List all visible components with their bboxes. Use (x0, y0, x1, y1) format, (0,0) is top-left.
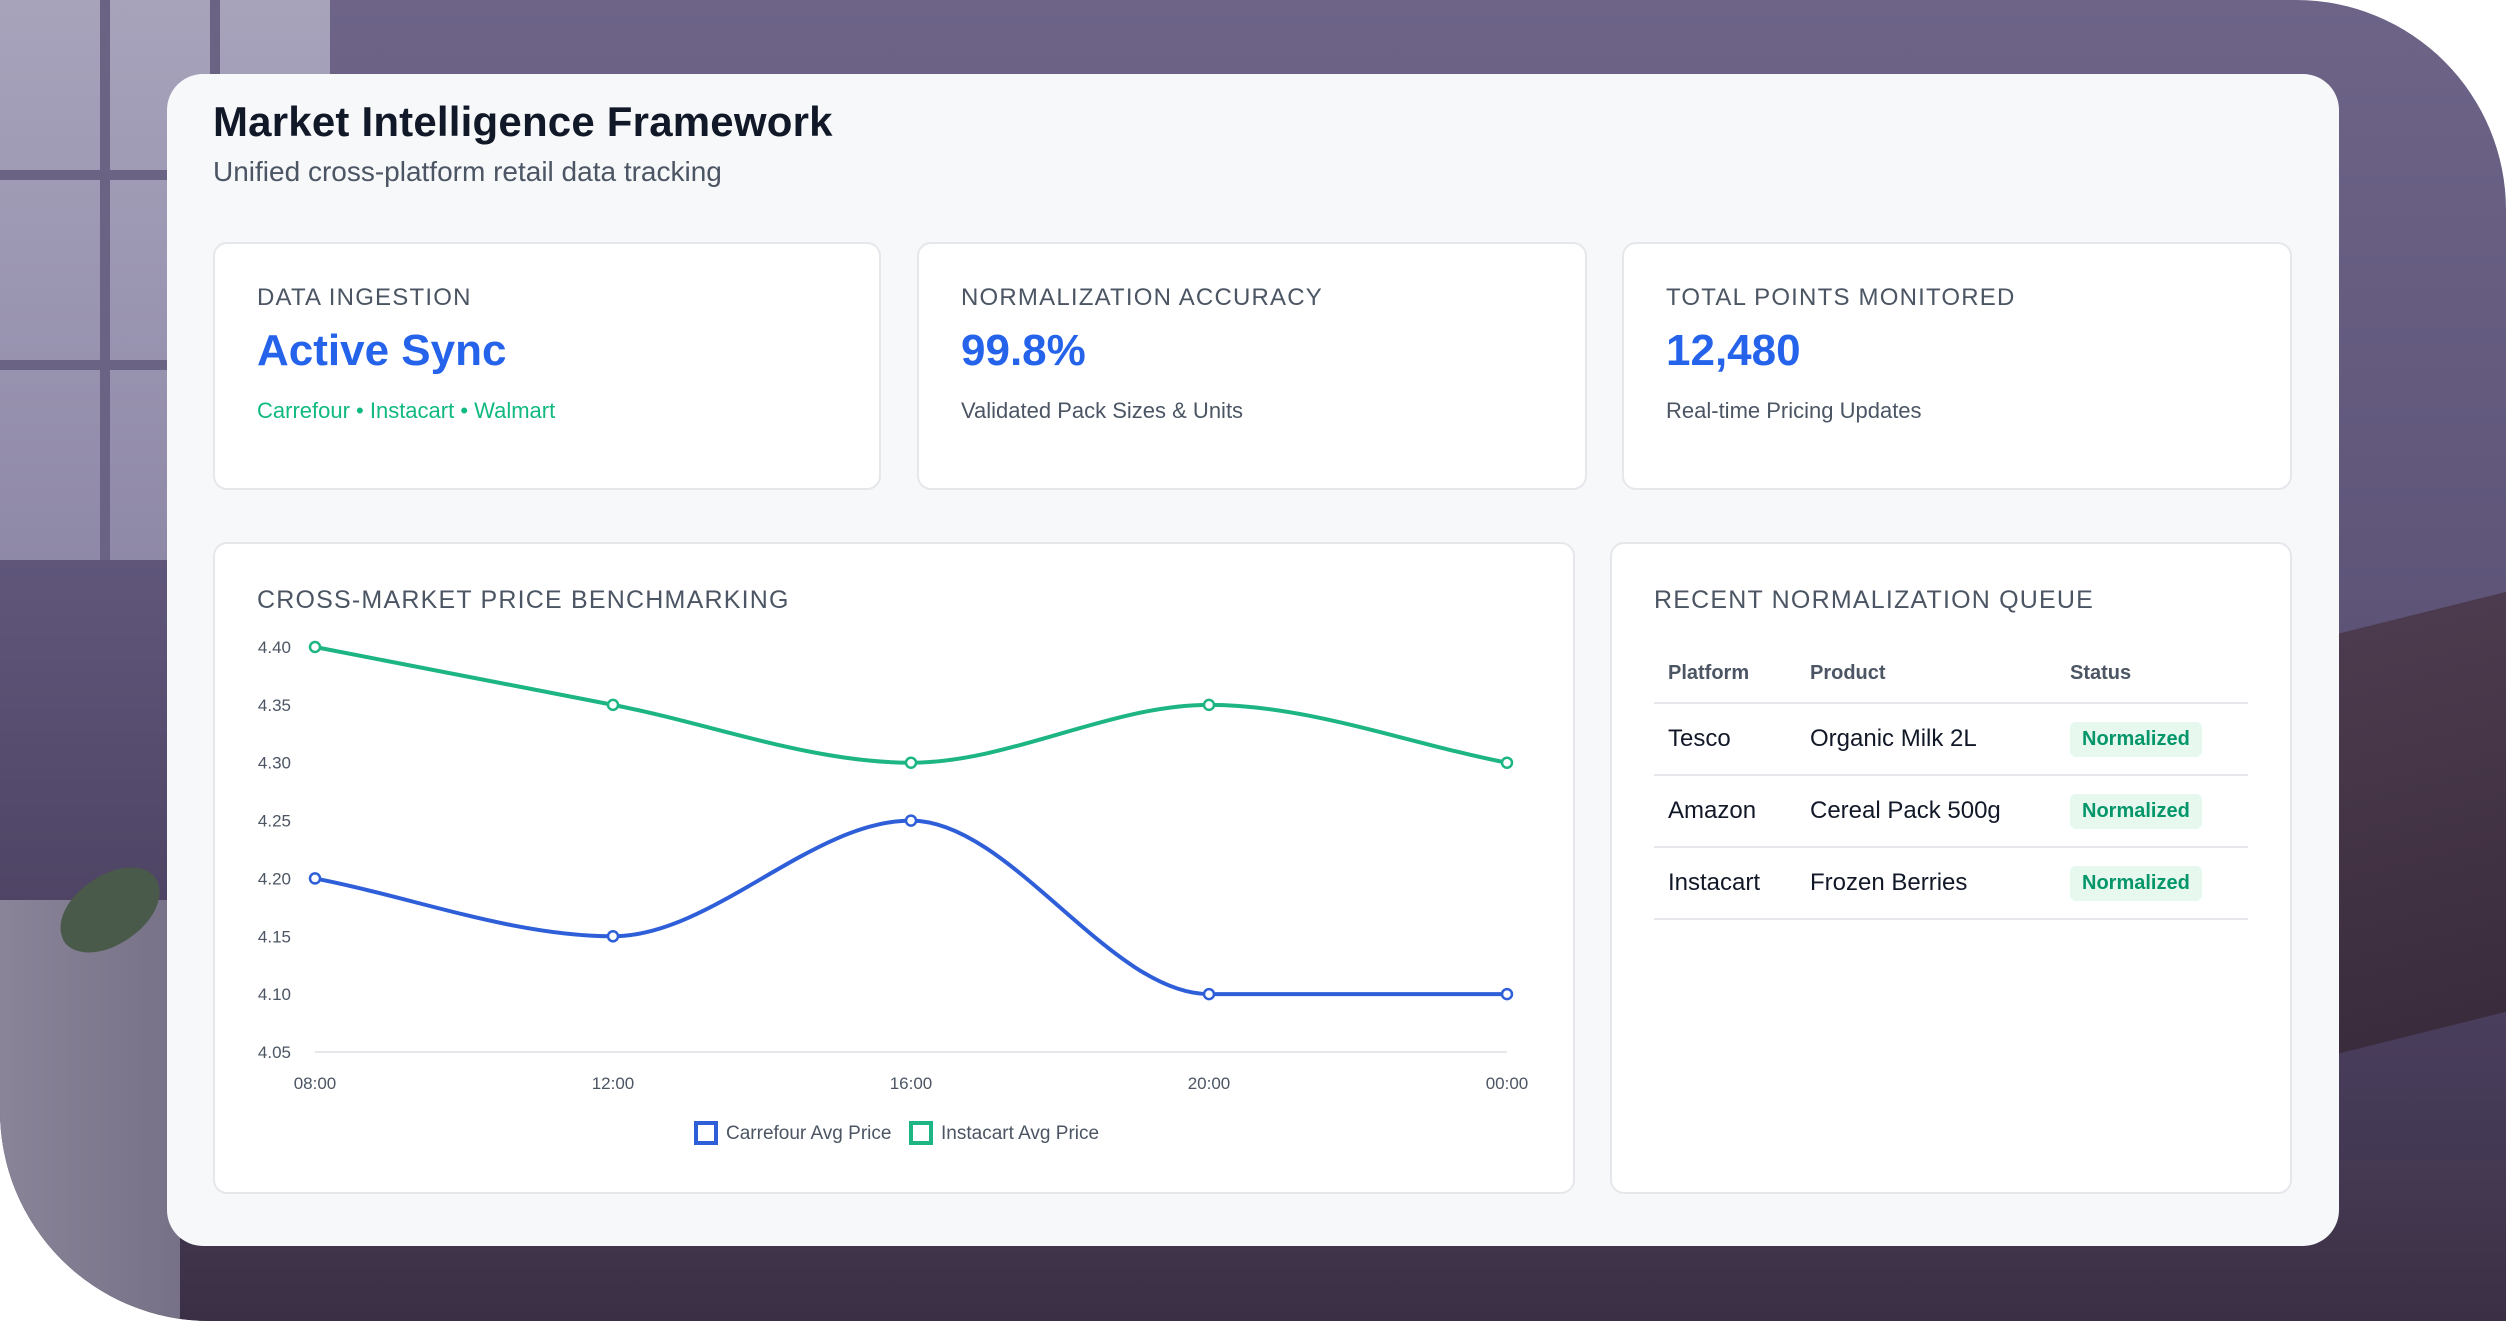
data-point (1202, 987, 1216, 1001)
y-tick-label: 4.30 (258, 754, 291, 773)
chart-title: CROSS-MARKET PRICE BENCHMARKING (257, 586, 790, 614)
stat-value: 99.8% (961, 326, 1086, 375)
legend-swatch (694, 1121, 718, 1145)
x-tick-label: 16:00 (890, 1074, 933, 1093)
series-line-1 (314, 645, 1508, 765)
x-tick-label: 12:00 (592, 1074, 635, 1093)
dashboard-panel: Market Intelligence Framework Unified cr… (167, 74, 2339, 1246)
y-tick-label: 4.05 (258, 1043, 291, 1062)
background-table (0, 900, 180, 1321)
legend-label: Instacart Avg Price (941, 1123, 1099, 1144)
data-point (1500, 987, 1514, 1001)
x-tick-label: 20:00 (1188, 1074, 1231, 1093)
chart-card: CROSS-MARKET PRICE BENCHMARKING 4.05 4.10… (213, 542, 1575, 1194)
stat-value: Active Sync (257, 326, 507, 375)
status-cell: Normalized (2056, 775, 2248, 848)
data-point (1202, 698, 1216, 712)
status-badge: Normalized (2070, 721, 2202, 757)
data-point (904, 814, 918, 827)
y-tick-label: 4.10 (258, 985, 291, 1004)
price-chart: 4.05 4.10 4.15 4.20 4.25 4.30 4.35 4.40 08:00 12:… (258, 638, 1529, 1145)
y-tick-label: 4.35 (258, 696, 291, 715)
page-subtitle: Unified cross-platform retail data track… (213, 156, 722, 187)
table-row[interactable]: Amazon Cereal Pack 500g Normalized (1654, 775, 2248, 848)
stat-label: DATA INGESTION (257, 284, 472, 311)
stat-sub: Validated Pack Sizes & Units (961, 398, 1244, 423)
stat-label: TOTAL POINTS MONITORED (1666, 284, 2016, 311)
product-cell: Cereal Pack 500g (1796, 775, 2056, 848)
stat-label: NORMALIZATION ACCURACY (961, 284, 1323, 311)
platform-cell: Amazon (1654, 775, 1796, 848)
table-row[interactable]: Instacart Frozen Berries Normalized (1654, 847, 2248, 920)
column-header-product: Product (1796, 644, 2056, 704)
stat-card-total-points: TOTAL POINTS MONITORED 12,480 Real-time … (1622, 242, 2292, 490)
column-header-status: Status (2056, 644, 2248, 704)
y-tick-label: 4.40 (258, 638, 291, 657)
product-cell: Frozen Berries (1796, 847, 2056, 920)
y-tick-label: 4.15 (258, 927, 291, 946)
table-row[interactable]: Tesco Organic Milk 2L Normalized (1654, 703, 2248, 776)
data-point (1500, 756, 1514, 769)
data-point (606, 930, 620, 943)
status-badge: Normalized (2070, 865, 2202, 901)
stat-card-data-ingestion: DATA INGESTION Active Sync Carrefour • I… (213, 242, 881, 490)
stat-sub: Carrefour • Instacart • Walmart (257, 398, 556, 423)
queue-header-row: Platform Product Status (1654, 644, 2248, 704)
column-header-platform: Platform (1654, 644, 1796, 704)
y-tick-label: 4.20 (258, 869, 291, 888)
x-tick-label: 08:00 (294, 1074, 337, 1093)
status-badge: Normalized (2070, 793, 2202, 829)
x-tick-label: 00:00 (1486, 1074, 1529, 1093)
legend-label: Carrefour Avg Price (726, 1123, 891, 1144)
status-cell: Normalized (2056, 847, 2248, 920)
data-point (606, 698, 620, 712)
stat-sub: Real-time Pricing Updates (1666, 398, 1922, 423)
data-point (308, 640, 322, 654)
series-line-0 (314, 818, 1507, 997)
y-tick-label: 4.25 (258, 812, 291, 831)
stat-card-normalization-accuracy: NORMALIZATION ACCURACY 99.8% Validated P… (917, 242, 1587, 490)
queue-title: RECENT NORMALIZATION QUEUE (1654, 586, 2095, 614)
status-cell: Normalized (2056, 703, 2248, 776)
platform-cell: Instacart (1654, 847, 1796, 920)
page-title: Market Intelligence Framework (213, 98, 833, 145)
legend-swatch (909, 1121, 933, 1145)
stat-value: 12,480 (1666, 326, 1801, 375)
data-point (308, 872, 322, 885)
queue-table: Platform Product Status Tesco Organic Mi… (1654, 644, 2248, 920)
data-point (904, 756, 918, 769)
queue-card: RECENT NORMALIZATION QUEUE Platform Prod… (1610, 542, 2292, 1194)
product-cell: Organic Milk 2L (1796, 703, 2056, 776)
platform-cell: Tesco (1654, 703, 1796, 776)
